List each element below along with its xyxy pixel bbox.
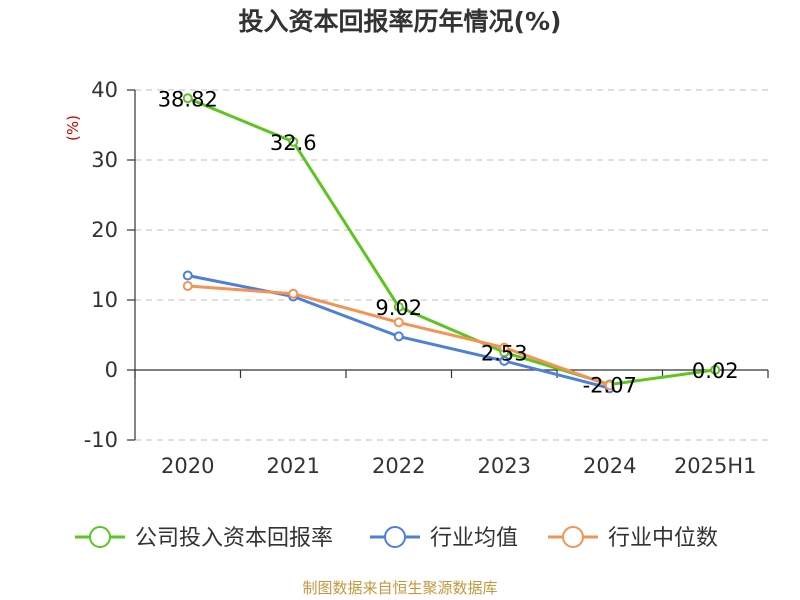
axes: 40 30 20 10 0 -10 (%) 2020 2021 2022 2023 2024 2025H…: [64, 78, 769, 478]
data-point-2[interactable]: [393, 317, 404, 328]
x-tick-label: 2022: [372, 454, 425, 478]
data-point-1[interactable]: [499, 355, 510, 366]
data-point-1[interactable]: [393, 331, 404, 342]
data-label: 2.53: [481, 341, 528, 365]
data-point-0[interactable]: [288, 136, 299, 147]
x-tick-label: 2025H1: [674, 454, 757, 478]
data-label: 0.02: [692, 359, 739, 383]
y-tick-label: 40: [91, 78, 118, 102]
legend-marker: [384, 526, 406, 548]
chart-title: 投入资本回报率历年情况(%): [238, 7, 562, 36]
data-point-0[interactable]: [710, 364, 721, 375]
x-tick-label: 2021: [267, 454, 320, 478]
legend-label: 行业均值: [430, 526, 518, 551]
x-tick-label: 2023: [478, 454, 531, 478]
data-point-0[interactable]: [393, 301, 404, 312]
series-lines: [182, 93, 721, 394]
data-point-2[interactable]: [604, 380, 615, 391]
data-source-note: 制图数据来自恒生聚源数据库: [302, 579, 498, 597]
y-axis-label: (%): [64, 115, 82, 141]
data-labels: 38.82 32.6 9.02 2.53 -2.07 0.02: [158, 87, 739, 397]
data-point-2[interactable]: [499, 342, 510, 353]
legend-marker: [562, 526, 584, 548]
legend-item-0[interactable]: 公司投入资本回报率: [75, 526, 333, 551]
data-label: 38.82: [158, 87, 218, 111]
legend[interactable]: 公司投入资本回报率 行业均值 行业中位数: [75, 526, 718, 551]
legend-item-1[interactable]: 行业均值: [370, 526, 518, 551]
grid-lines: [135, 89, 768, 441]
y-tick-label: 30: [91, 148, 118, 172]
data-label: 32.6: [270, 131, 317, 155]
y-tick-label: 20: [91, 218, 118, 242]
data-point-1[interactable]: [182, 270, 193, 281]
legend-label: 行业中位数: [608, 526, 718, 551]
y-tick-label: 10: [91, 288, 118, 312]
data-point-2[interactable]: [288, 288, 299, 299]
data-label: -2.07: [583, 373, 637, 397]
legend-label: 公司投入资本回报率: [135, 526, 333, 551]
legend-marker: [89, 526, 111, 548]
series-line-0: [186, 96, 717, 386]
data-label: 9.02: [375, 296, 422, 320]
legend-item-2[interactable]: 行业中位数: [548, 526, 718, 551]
y-tick-label: -10: [84, 428, 118, 452]
data-point-0[interactable]: [182, 93, 193, 104]
data-point-2[interactable]: [182, 281, 193, 291]
y-tick-label: 0: [105, 358, 118, 382]
x-tick-label: 2024: [583, 454, 636, 478]
x-tick-label: 2020: [161, 454, 214, 478]
